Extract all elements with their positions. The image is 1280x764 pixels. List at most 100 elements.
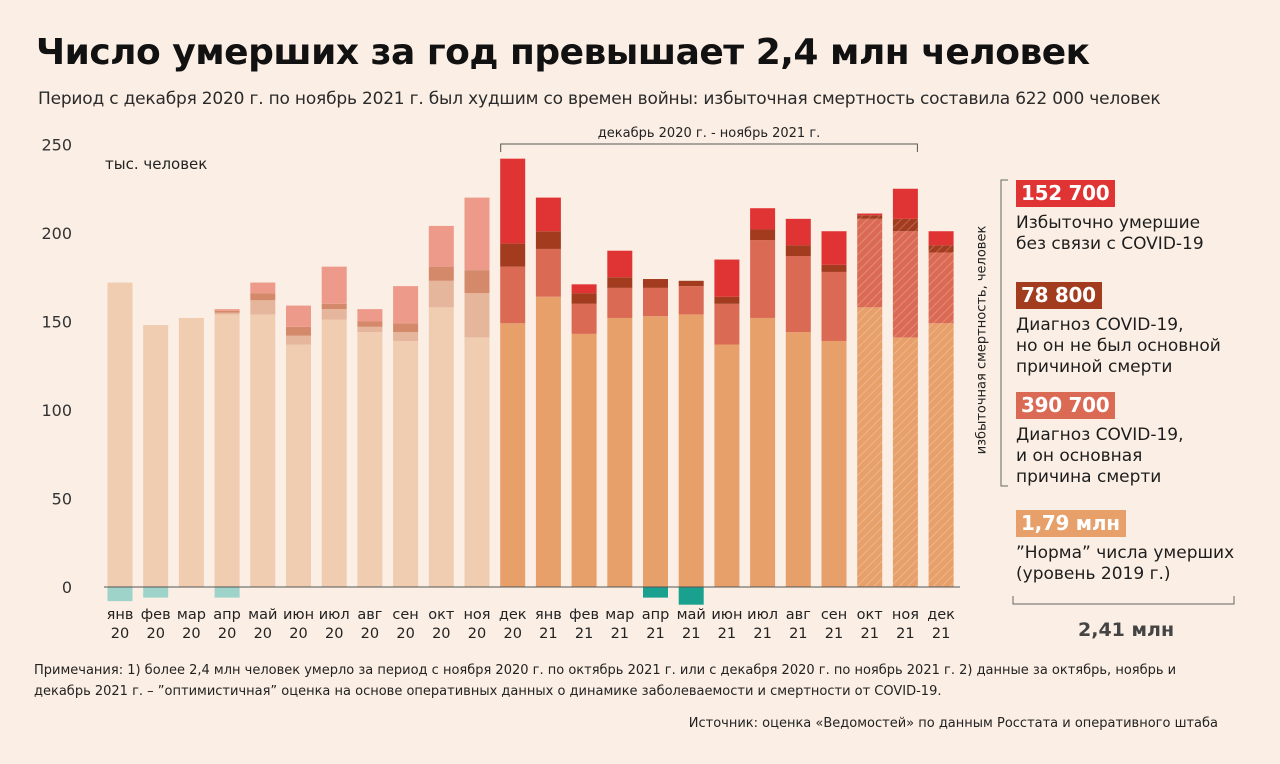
- bar-segment-excess_no_covid: [500, 158, 526, 244]
- legend-excess-bracket: [1000, 179, 1008, 487]
- legend-axis-text: избыточная смертность, человек: [974, 225, 990, 455]
- bar-segment-covid_other: [821, 264, 847, 272]
- bar-segment-excess_no_covid: [428, 225, 454, 267]
- legend-item: 78 800 Диагноз COVID-19, но он не был осно…: [1016, 282, 1221, 378]
- x-tick-month: фев: [569, 607, 599, 623]
- x-tick-month: дек: [499, 607, 527, 623]
- bar-segment-covid_other: [714, 296, 740, 304]
- bar-segment-norm: [321, 319, 347, 587]
- bar-segment-excess_no_covid: [214, 309, 240, 311]
- x-tick-month: июн: [711, 607, 742, 623]
- bar-segment-negative: [678, 587, 704, 605]
- legend-total-bracket: [1012, 596, 1235, 605]
- bar-estimate-hatch: [928, 323, 954, 587]
- bar-segment-covid_main: [821, 271, 847, 341]
- bar-segment-covid_main: [500, 266, 526, 324]
- x-tick-month: апр: [213, 607, 241, 623]
- legend-label-line: Диагноз COVID-19,: [1016, 425, 1184, 445]
- bar-estimate-hatch: [857, 215, 883, 219]
- x-tick-month: дек: [927, 607, 955, 623]
- bar-segment-negative: [107, 587, 133, 602]
- bar-segment-covid_other: [321, 303, 347, 310]
- x-tick-month: янв: [107, 607, 134, 623]
- x-tick-year: 20: [432, 626, 450, 642]
- x-tick-year: 20: [218, 626, 236, 642]
- bar-segment-excess_no_covid: [571, 284, 597, 294]
- legend-label-line: причиной смерти: [1016, 357, 1173, 377]
- bar-segment-covid_other: [357, 321, 383, 327]
- x-tick-month: окт: [857, 607, 884, 623]
- bar-segment-excess_no_covid: [250, 282, 276, 294]
- chart-subtitle: Период с декабря 2020 г. по ноябрь 2021 …: [38, 89, 1161, 109]
- bar-segment-negative: [643, 587, 668, 598]
- y-tick-label: 0: [62, 578, 72, 597]
- y-tick-label: 250: [41, 136, 72, 155]
- source-note: Источник: оценка «Ведомостей» по данным …: [688, 716, 1218, 731]
- bar-estimate-hatch: [892, 231, 918, 338]
- y-axis-label: тыс. человек: [105, 155, 207, 173]
- bar-segment-norm: [143, 325, 169, 587]
- bar-segment-norm: [607, 317, 633, 587]
- bar-segment-covid_other: [750, 229, 776, 241]
- x-tick-year: 20: [111, 626, 129, 642]
- bar-segment-covid_other: [393, 323, 419, 333]
- legend-label-line: (уровень 2019 г.): [1016, 564, 1171, 584]
- bar-segment-excess_no_covid: [464, 197, 490, 271]
- bar-segment-excess_no_covid: [785, 218, 811, 246]
- bar-segment-norm: [428, 307, 454, 587]
- bar-segment-excess_no_covid: [714, 259, 740, 297]
- bar-segment-norm: [214, 314, 240, 587]
- bar-segment-norm: [785, 332, 811, 587]
- x-tick-year: 20: [254, 626, 272, 642]
- bar-segment-excess_no_covid: [750, 208, 776, 230]
- bar-segment-norm: [750, 317, 776, 587]
- x-tick-year: 21: [789, 626, 807, 642]
- bar-segment-covid_other: [464, 270, 490, 294]
- y-tick-label: 100: [41, 401, 72, 420]
- x-tick-year: 21: [539, 626, 557, 642]
- x-tick-year: 20: [182, 626, 200, 642]
- legend-label-line: Избыточно умершие: [1016, 213, 1201, 233]
- bar-segment-excess_no_covid: [357, 309, 383, 322]
- x-tick-year: 20: [289, 626, 307, 642]
- bar-estimate-hatch: [928, 252, 954, 324]
- bar-segment-excess_no_covid: [393, 286, 419, 324]
- bar-segment-covid_main: [321, 309, 347, 320]
- x-tick-month: июн: [283, 607, 314, 623]
- x-tick-year: 21: [753, 626, 771, 642]
- x-tick-month: май: [248, 607, 277, 623]
- x-tick-year: 21: [646, 626, 664, 642]
- legend-label-line: Диагноз COVID-19,: [1016, 315, 1184, 335]
- bar-segment-norm: [643, 316, 668, 587]
- x-tick-month: апр: [642, 607, 670, 623]
- bar-segment-excess_no_covid: [821, 231, 847, 265]
- bar-segment-covid_other: [785, 245, 811, 257]
- legend-label: Диагноз COVID-19, но он не был основной пр…: [1016, 315, 1221, 378]
- legend-label: Диагноз COVID-19, и он основная причина см…: [1016, 425, 1184, 488]
- legend-label: ”Норма” числа умерших (уровень 2019 г.): [1016, 543, 1234, 585]
- bar-segment-excess_no_covid: [286, 305, 311, 327]
- x-tick-year: 20: [325, 626, 343, 642]
- legend-label-line: и он основная: [1016, 446, 1143, 466]
- bar-estimate-hatch: [928, 245, 954, 253]
- bar-segment-negative: [143, 587, 169, 598]
- legend-label: Избыточно умершие без связи с COVID-19: [1016, 213, 1204, 255]
- legend-value-badge: 78 800: [1016, 282, 1102, 309]
- bar-segment-covid_other: [214, 310, 240, 313]
- bar-segment-norm: [250, 314, 276, 587]
- bar-segment-negative: [214, 587, 240, 598]
- bar-segment-norm: [714, 344, 740, 587]
- chart-title: Число умерших за год превышает 2,4 млн ч…: [36, 32, 1090, 73]
- legend-label-line: причина смерти: [1016, 467, 1162, 487]
- x-tick-month: янв: [535, 607, 562, 623]
- bar-segment-covid_other: [678, 280, 704, 287]
- bar-segment-norm: [678, 314, 704, 587]
- bar-segment-covid_main: [286, 335, 311, 345]
- x-tick-year: 20: [503, 626, 521, 642]
- legend-value-badge: 152 700: [1016, 180, 1116, 207]
- bar-segment-norm: [357, 332, 383, 587]
- bar-segment-covid_main: [750, 240, 776, 318]
- bar-segment-covid_other: [250, 293, 276, 301]
- bars-layer: [107, 158, 954, 605]
- x-tick-year: 20: [361, 626, 379, 642]
